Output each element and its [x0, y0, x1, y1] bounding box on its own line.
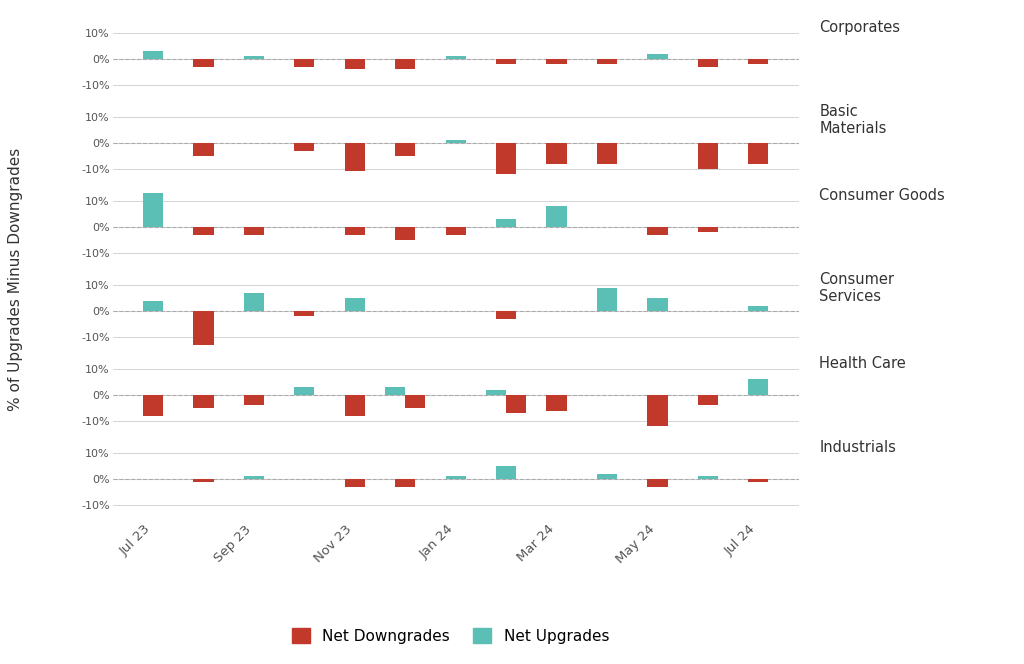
Bar — [647, 298, 668, 311]
Bar — [445, 56, 466, 59]
Bar — [194, 227, 214, 234]
Text: Corporates: Corporates — [819, 20, 900, 35]
Bar — [697, 227, 718, 232]
Bar — [647, 479, 668, 487]
Bar — [143, 395, 163, 416]
Bar — [143, 51, 163, 59]
Bar — [345, 143, 365, 171]
Bar — [547, 143, 566, 163]
Bar — [395, 227, 416, 240]
Bar — [244, 395, 264, 405]
Legend: Net Downgrades, Net Upgrades: Net Downgrades, Net Upgrades — [286, 622, 615, 649]
Bar — [697, 143, 718, 169]
Bar — [395, 479, 416, 487]
Bar — [294, 59, 314, 66]
Bar — [294, 387, 314, 395]
Bar — [547, 59, 566, 64]
Bar — [749, 59, 768, 64]
Text: Industrials: Industrials — [819, 440, 896, 455]
Bar — [496, 219, 516, 227]
Bar — [597, 288, 617, 311]
Bar — [547, 395, 566, 410]
Bar — [345, 298, 365, 311]
Bar — [749, 143, 768, 163]
Bar — [697, 477, 718, 479]
Bar — [143, 301, 163, 311]
Bar — [143, 193, 163, 227]
Bar — [395, 59, 416, 69]
Bar — [597, 59, 617, 64]
Bar — [496, 311, 516, 319]
Bar — [345, 395, 365, 416]
Bar — [345, 479, 365, 487]
Bar — [395, 143, 416, 156]
Text: Consumer Goods: Consumer Goods — [819, 188, 945, 203]
Bar — [244, 56, 264, 59]
Bar — [597, 143, 617, 163]
Bar — [345, 227, 365, 234]
Bar — [647, 227, 668, 234]
Bar — [749, 479, 768, 481]
Bar — [749, 379, 768, 395]
Bar — [194, 311, 214, 345]
Bar — [244, 227, 264, 234]
Bar — [194, 479, 214, 481]
Bar — [547, 206, 566, 227]
Bar — [194, 143, 214, 156]
Text: Health Care: Health Care — [819, 356, 906, 371]
Bar — [506, 395, 526, 413]
Bar — [294, 311, 314, 316]
Bar — [496, 466, 516, 479]
Bar — [244, 293, 264, 311]
Bar — [194, 395, 214, 408]
Bar — [385, 387, 406, 395]
Text: Basic
Materials: Basic Materials — [819, 104, 887, 136]
Bar — [697, 59, 718, 66]
Text: % of Upgrades Minus Downgrades: % of Upgrades Minus Downgrades — [8, 147, 23, 410]
Bar — [445, 477, 466, 479]
Bar — [749, 305, 768, 311]
Bar — [486, 390, 506, 395]
Bar — [244, 477, 264, 479]
Bar — [445, 227, 466, 234]
Bar — [597, 474, 617, 479]
Bar — [345, 59, 365, 69]
Bar — [647, 54, 668, 59]
Bar — [294, 143, 314, 151]
Bar — [496, 59, 516, 64]
Text: Consumer
Services: Consumer Services — [819, 272, 894, 304]
Bar — [406, 395, 425, 408]
Bar — [697, 395, 718, 405]
Bar — [496, 143, 516, 174]
Bar — [445, 140, 466, 143]
Bar — [194, 59, 214, 66]
Bar — [647, 395, 668, 426]
